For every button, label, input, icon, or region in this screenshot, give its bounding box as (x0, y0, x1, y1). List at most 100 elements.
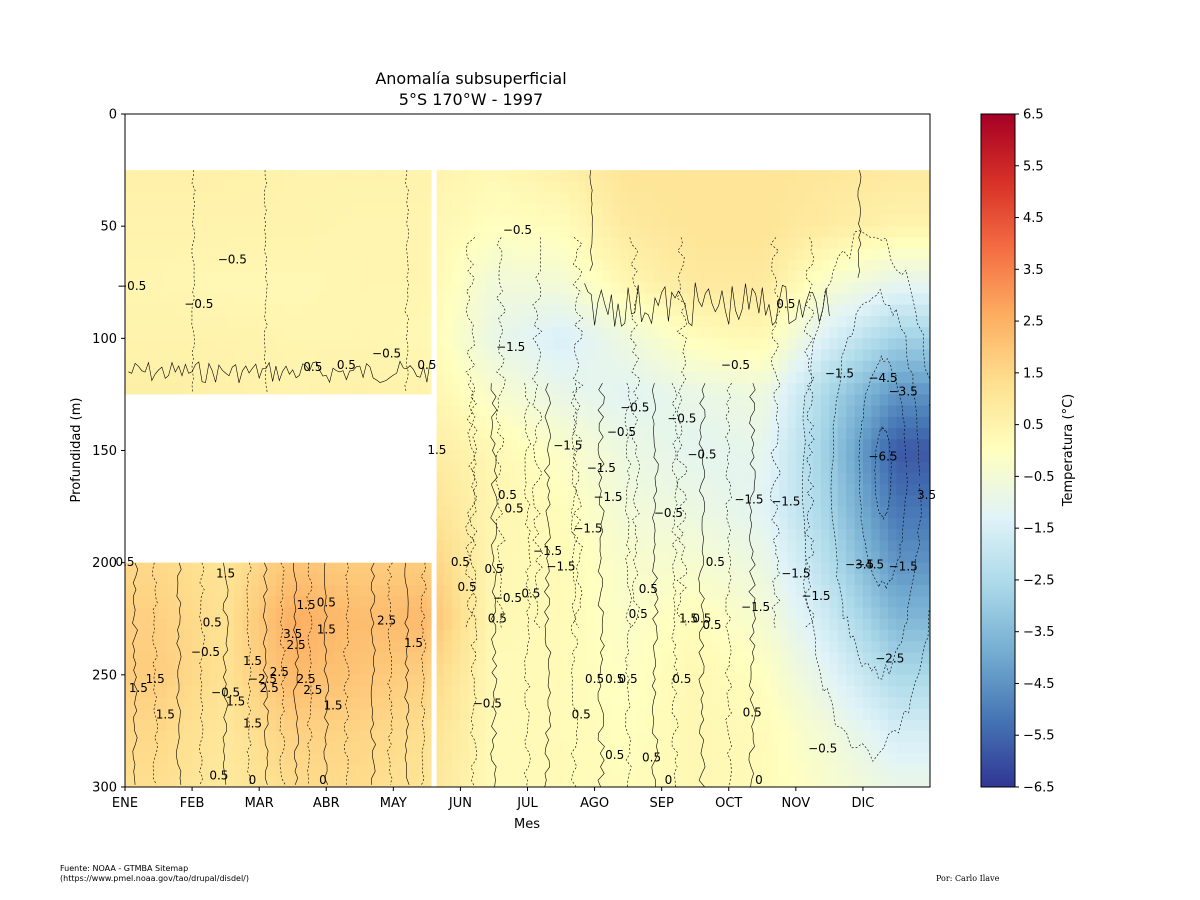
heatmap-cell (493, 394, 503, 407)
heatmap-cell (619, 753, 629, 766)
heatmap-cell (812, 181, 822, 194)
heatmap-cell (762, 394, 772, 407)
heatmap-cell (460, 708, 470, 721)
heatmap-cell (208, 764, 218, 777)
heatmap-cell (762, 540, 772, 553)
heatmap-cell (787, 562, 797, 575)
heatmap-cell (200, 585, 210, 597)
heatmap-cell (527, 315, 537, 328)
heatmap-cell (284, 708, 294, 721)
heatmap-cell (435, 315, 445, 328)
heatmap-cell (812, 686, 822, 698)
heatmap-cell (435, 214, 445, 227)
heatmap-cell (745, 214, 755, 227)
heatmap-cell (862, 753, 872, 766)
heatmap-cell (485, 596, 495, 609)
heatmap-cell (351, 719, 361, 732)
heatmap-cell (762, 327, 772, 339)
heatmap-cell (502, 327, 512, 339)
heatmap-cell (426, 641, 436, 653)
heatmap-cell (820, 170, 830, 182)
heatmap-cell (275, 596, 285, 609)
heatmap-cell (301, 730, 311, 743)
heatmap-cell (217, 338, 227, 351)
heatmap-cell (468, 517, 478, 530)
heatmap-cell (686, 484, 696, 496)
heatmap-cell (510, 349, 520, 362)
heatmap-cell (770, 360, 780, 373)
heatmap-cell (728, 551, 738, 564)
heatmap-cell (510, 248, 520, 261)
heatmap-cell (267, 663, 277, 676)
heatmap-cell (535, 629, 545, 642)
heatmap-cell (644, 226, 654, 238)
heatmap-cell (158, 338, 168, 351)
heatmap-cell (846, 461, 856, 474)
heatmap-cell (175, 271, 185, 283)
heatmap-cell (477, 237, 487, 250)
heatmap-cell (527, 203, 537, 216)
heatmap-cell (720, 192, 730, 205)
heatmap-cell (343, 181, 353, 194)
heatmap-cell (762, 764, 772, 777)
heatmap-cell (284, 753, 294, 766)
heatmap-cell (846, 517, 856, 530)
heatmap-cell (175, 585, 185, 597)
heatmap-cell (183, 371, 193, 384)
heatmap-cell (602, 517, 612, 530)
heatmap-cell (368, 327, 378, 339)
heatmap-cell (183, 383, 193, 396)
heatmap-cell (519, 719, 529, 732)
heatmap-cell (745, 338, 755, 351)
heatmap-cell (795, 181, 805, 194)
heatmap-cell (586, 214, 596, 227)
heatmap-cell (150, 304, 160, 317)
heatmap-cell (703, 573, 713, 586)
heatmap-cell (284, 349, 294, 362)
heatmap-cell (460, 742, 470, 754)
heatmap-cell (737, 203, 747, 216)
heatmap-cell (619, 719, 629, 732)
heatmap-cell (728, 742, 738, 754)
heatmap-cell (443, 327, 453, 339)
heatmap-cell (854, 349, 864, 362)
heatmap-cell (317, 719, 327, 732)
heatmap-cell (443, 618, 453, 631)
heatmap-cell (661, 573, 671, 586)
heatmap-cell (217, 674, 227, 687)
heatmap-cell (166, 719, 176, 732)
heatmap-cell (871, 506, 881, 519)
heatmap-cell (561, 573, 571, 586)
heatmap-cell (343, 719, 353, 732)
heatmap-cell (443, 742, 453, 754)
heatmap-cell (577, 686, 587, 698)
heatmap-cell (577, 439, 587, 452)
heatmap-cell (661, 259, 671, 272)
heatmap-cell (242, 719, 252, 732)
heatmap-cell (829, 226, 839, 238)
heatmap-cell (577, 663, 587, 676)
heatmap-cell (133, 764, 143, 777)
heatmap-cell (695, 327, 705, 339)
heatmap-cell (284, 596, 294, 609)
heatmap-cell (594, 652, 604, 665)
heatmap-cell (410, 327, 420, 339)
heatmap-cell (678, 517, 688, 530)
heatmap-cell (477, 439, 487, 452)
heatmap-cell (611, 394, 621, 407)
heatmap-cell (275, 315, 285, 328)
heatmap-cell (460, 529, 470, 541)
heatmap-cell (628, 506, 638, 519)
heatmap-cell (569, 282, 579, 295)
heatmap-cell (670, 697, 680, 710)
heatmap-cell (175, 663, 185, 676)
heatmap-cell (376, 742, 386, 754)
heatmap-cell (359, 573, 369, 586)
heatmap-cell (133, 730, 143, 743)
heatmap-cell (837, 461, 847, 474)
heatmap-cell (519, 439, 529, 452)
heatmap-cell (745, 551, 755, 564)
heatmap-cell (745, 181, 755, 194)
heatmap-cell (166, 775, 176, 787)
heatmap-cell (737, 764, 747, 777)
